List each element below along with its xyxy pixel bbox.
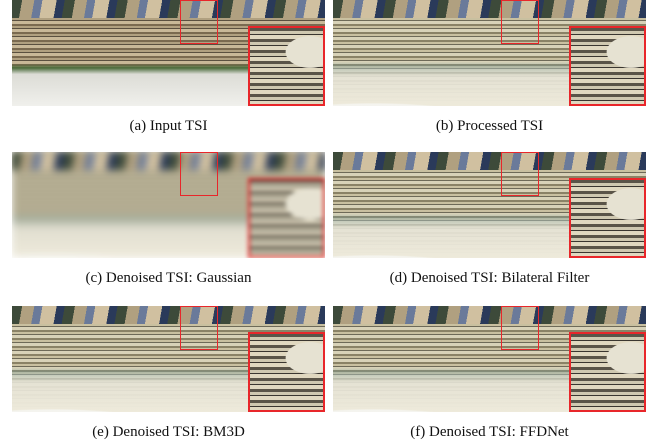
panel-image xyxy=(12,0,325,106)
panel-image xyxy=(12,306,325,412)
caption: (e) Denoised TSI: BM3D xyxy=(8,424,329,441)
caption: (c) Denoised TSI: Gaussian xyxy=(8,270,329,287)
panel-image xyxy=(333,0,646,106)
caption: (f) Denoised TSI: FFDNet xyxy=(329,424,650,441)
panel-image xyxy=(333,306,646,412)
caption: (a) Input TSI xyxy=(8,118,329,135)
caption: (b) Processed TSI xyxy=(329,118,650,135)
figure: (a) Input TSI (b) Processed TSI (c) Deno… xyxy=(0,0,653,446)
panel-image xyxy=(12,152,325,258)
panel-image xyxy=(333,152,646,258)
caption: (d) Denoised TSI: Bilateral Filter xyxy=(329,270,650,287)
